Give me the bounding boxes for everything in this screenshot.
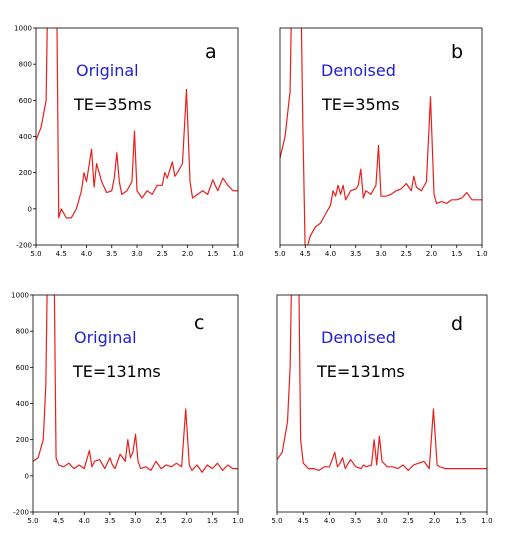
x-tick-label: 3.5 [350, 250, 361, 258]
panel: 5.0 4.5 4.0 3.5 3.0 2.5 2.0 1.5 1.0 -200 0 200 400 60… [11, 292, 243, 526]
y-tick-label: 400 [16, 400, 29, 408]
y-tick-label: 0 [28, 205, 32, 213]
y-tick-label: 200 [19, 169, 32, 177]
x-tick-label: 1.0 [232, 517, 243, 525]
y-tick-label: 800 [16, 328, 29, 336]
x-tick-label: 3.0 [130, 517, 141, 525]
x-tick-label: 1.0 [481, 517, 492, 525]
x-tick-label: 2.0 [181, 517, 192, 525]
spectrum-line [277, 295, 487, 472]
x-tick-label: 3.0 [131, 250, 142, 258]
x-tick-label: 1.0 [476, 250, 487, 258]
x-tick-label: 4.5 [53, 517, 64, 525]
annotation: a [205, 41, 217, 63]
x-tick-label: 4.5 [300, 250, 311, 258]
annotation: c [194, 312, 204, 334]
x-tick-label: 4.0 [81, 250, 92, 258]
annotation: b [451, 41, 463, 63]
annotation: Denoised [321, 328, 396, 347]
x-tick-label: 5.0 [271, 517, 282, 525]
x-tick-label: 2.5 [403, 517, 414, 525]
x-tick-label: 1.5 [451, 250, 462, 258]
x-tick-label: 2.0 [182, 250, 193, 258]
annotation: d [451, 313, 463, 335]
annotation: Denoised [321, 61, 396, 80]
y-tick-label: 1000 [14, 25, 32, 33]
x-tick-label: 2.5 [156, 517, 167, 525]
y-tick-label: -200 [16, 242, 32, 250]
x-tick-label: 5.0 [30, 250, 41, 258]
y-tick-label: 1000 [11, 292, 29, 300]
x-tick-label: 2.5 [401, 250, 412, 258]
annotation: TE=35ms [73, 95, 152, 114]
x-tick-label: 2.0 [429, 517, 440, 525]
spectrum-line [36, 28, 238, 219]
y-tick-label: 400 [19, 133, 32, 141]
x-tick-label: 4.5 [56, 250, 67, 258]
spectrum-line [280, 28, 482, 245]
annotation: TE=35ms [321, 95, 400, 114]
x-tick-label: 1.5 [455, 517, 466, 525]
x-tick-label: 3.5 [350, 517, 361, 525]
x-tick-label: 4.0 [79, 517, 90, 525]
x-tick-label: 3.5 [106, 250, 117, 258]
annotation: TE=131ms [72, 362, 161, 381]
x-tick-label: 3.5 [104, 517, 115, 525]
x-tick-label: 1.5 [207, 250, 218, 258]
annotation: Original [76, 61, 139, 80]
x-tick-label: 5.0 [27, 517, 38, 525]
x-tick-label: 4.0 [324, 517, 335, 525]
y-tick-label: -200 [13, 509, 29, 517]
x-tick-label: 3.0 [375, 250, 386, 258]
y-tick-label: 200 [16, 436, 29, 444]
x-tick-label: 5.0 [274, 250, 285, 258]
annotation: TE=131ms [316, 362, 405, 381]
x-tick-label: 1.0 [232, 250, 243, 258]
panel: 5.0 4.5 4.0 3.5 3.0 2.5 2.0 1.5 1.0 -200 0 200 400 60… [14, 25, 243, 259]
x-tick-label: 4.5 [298, 517, 309, 525]
x-tick-label: 4.0 [325, 250, 336, 258]
x-tick-label: 2.5 [157, 250, 168, 258]
x-tick-label: 3.0 [376, 517, 387, 525]
y-tick-label: 600 [16, 364, 29, 372]
y-tick-label: 600 [19, 97, 32, 105]
x-tick-label: 2.0 [426, 250, 437, 258]
y-tick-label: 0 [25, 472, 29, 480]
y-tick-label: 800 [19, 61, 32, 69]
panel: 5.0 4.5 4.0 3.5 3.0 2.5 2.0 1.5 1.0 Denoised TE=13… [271, 294, 493, 525]
spectrum-line [33, 295, 238, 473]
annotation: Original [74, 328, 137, 347]
panel: 5.0 4.5 4.0 3.5 3.0 2.5 2.0 1.5 1.0 Denoised TE=35… [274, 27, 488, 258]
x-tick-label: 1.5 [207, 517, 218, 525]
